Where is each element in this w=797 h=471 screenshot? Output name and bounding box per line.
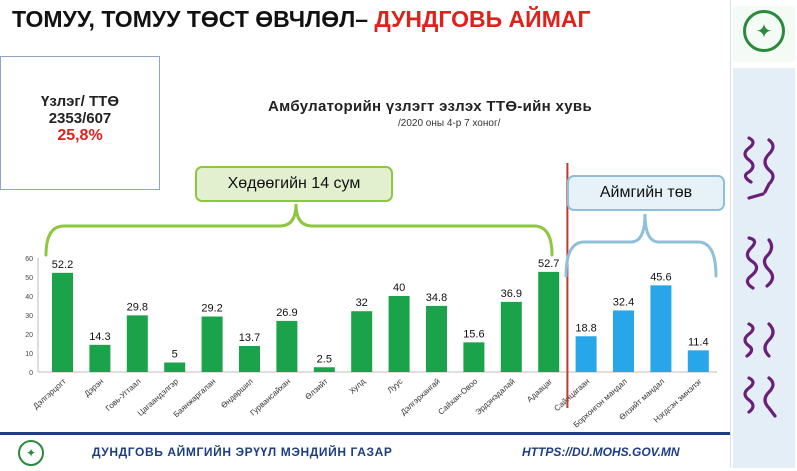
title-main: ТОМУУ, ТОМУУ ТӨСТ ӨВЧЛӨЛ– — [12, 6, 369, 32]
category-label: Өндөршил — [219, 377, 255, 411]
data-label: 36.9 — [501, 288, 522, 300]
category-label: Говь-Угтаал — [104, 377, 143, 413]
mongolian-script-icon — [743, 136, 777, 418]
bar — [89, 344, 111, 372]
data-label: 40 — [393, 282, 405, 294]
data-label: 52.2 — [52, 259, 73, 271]
category-label: Эрдэнэдалай — [474, 377, 517, 417]
data-label: 26.9 — [276, 307, 297, 319]
bar — [463, 342, 485, 372]
y-tick-label: 0 — [29, 370, 33, 377]
category-label: Дэлгэрцогт — [31, 377, 68, 411]
category-label: Дэрэн — [83, 377, 106, 399]
rural-bracket — [44, 203, 554, 257]
category-label: Луус — [386, 377, 405, 395]
y-tick-label: 40 — [25, 294, 33, 301]
category-label: Адаацаг — [525, 377, 554, 404]
data-label: 45.6 — [650, 271, 671, 283]
data-label: 18.8 — [575, 322, 596, 334]
category-label: Дэлгэрхангай — [399, 377, 442, 417]
data-label: 52.7 — [538, 258, 559, 270]
stat-label: Үзлэг/ ТТӨ — [41, 93, 119, 110]
bar-chart: 0 10 20 30 40 50 60 52.2 Дэлгэрцогт 14.3 Дэрэн 29.8… — [25, 163, 718, 430]
y-tick-label: 60 — [25, 256, 33, 263]
logo: ✦ — [733, 6, 795, 62]
bar — [613, 310, 634, 372]
stat-percent: 25,8% — [57, 127, 103, 144]
bar — [126, 315, 148, 372]
bar — [201, 316, 223, 372]
bar — [500, 301, 522, 372]
bar — [164, 362, 186, 372]
side-panel: ✦ — [730, 0, 797, 468]
footer-emblem-icon: ✦ — [18, 440, 44, 466]
bar — [313, 367, 335, 372]
category-label: Өлзийт — [303, 377, 329, 402]
data-label: 34.8 — [426, 292, 447, 304]
bar — [426, 305, 447, 372]
data-label: 32.4 — [613, 296, 634, 308]
footer: ✦ ДУНДГОВЬ АЙМГИЙН ЭРҮҮЛ МЭНДИЙН ГАЗАР H… — [0, 432, 730, 471]
bar — [388, 296, 410, 372]
y-tick-label: 30 — [25, 313, 33, 320]
bar — [687, 350, 709, 372]
y-tick-label: 10 — [25, 351, 33, 358]
y-tick-label: 20 — [25, 332, 33, 339]
center-group-label: Аймгийн төв — [567, 175, 725, 211]
bar — [538, 271, 560, 372]
summary-stat-box: Үзлэг/ ТТӨ 2353/607 25,8% — [0, 56, 160, 190]
data-label: 13.7 — [239, 332, 260, 344]
category-label: Хулд — [347, 377, 367, 396]
chart-title: Амбулаторийн үзлэгт эзлэх ТТӨ-ийн хувь — [268, 98, 592, 115]
chart-subtitle: /2020 оны 4-р 7 хоног/ — [398, 118, 501, 129]
data-label: 29.2 — [201, 303, 222, 315]
data-label: 32 — [356, 297, 368, 309]
bar — [239, 345, 260, 372]
bar — [52, 272, 73, 372]
data-label: 15.6 — [463, 328, 484, 340]
category-label: Гурвансайхан — [248, 377, 292, 418]
data-label: 5 — [172, 349, 178, 361]
center-bracket — [564, 213, 718, 278]
stat-value: 2353/607 — [48, 110, 112, 127]
y-tick-label: 50 — [25, 275, 33, 282]
title-accent: ДУНДГОВЬ АЙМАГ — [374, 6, 591, 32]
bar — [575, 336, 597, 372]
ministry-emblem-icon: ✦ — [743, 10, 785, 52]
data-label: 29.8 — [127, 301, 148, 313]
category-label: Сайнцагаан — [552, 377, 591, 413]
bar — [650, 285, 672, 372]
footer-url: HTTPS://DU.MOHS.GOV.MN — [522, 445, 680, 459]
data-label: 11.4 — [688, 336, 709, 348]
data-label: 14.3 — [89, 331, 110, 343]
footer-org: ДУНДГОВЬ АЙМГИЙН ЭРҮҮЛ МЭНДИЙН ГАЗАР — [92, 445, 393, 459]
rural-group-label: Хөдөөгийн 14 сум — [195, 166, 393, 202]
data-label: 2.5 — [317, 353, 332, 365]
bar — [351, 311, 373, 372]
page-title: ТОМУУ, ТОМУУ ТӨСТ ӨВЧЛӨЛ– ДУНДГОВЬ АЙМАГ — [12, 6, 591, 33]
bar — [276, 320, 298, 372]
